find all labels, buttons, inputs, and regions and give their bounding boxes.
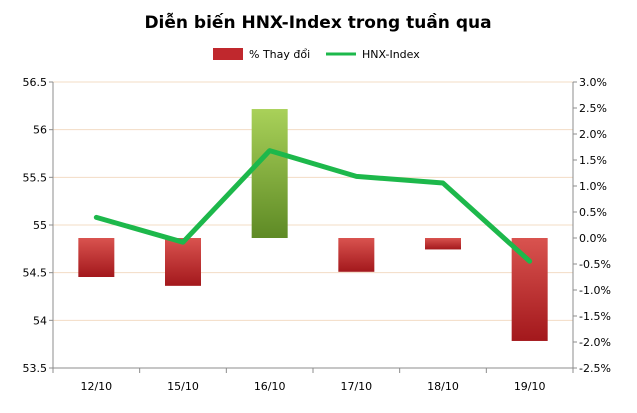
right-tick-label: 0.0% xyxy=(579,232,607,245)
bar xyxy=(78,238,115,277)
legend: % Thay đổi HNX-Index xyxy=(213,48,420,61)
bar xyxy=(511,238,548,341)
right-tick-label: -2.0% xyxy=(579,336,611,349)
legend-label-line: HNX-Index xyxy=(362,48,420,61)
x-tick-label: 17/10 xyxy=(340,380,372,393)
right-tick-label: 0.5% xyxy=(579,206,607,219)
bar xyxy=(165,238,201,286)
left-tick-label: 56.5 xyxy=(23,76,48,89)
right-tick-label: 2.5% xyxy=(579,102,607,115)
line-series xyxy=(93,148,533,264)
x-tick-label: 16/10 xyxy=(254,380,286,393)
right-tick-label: 3.0% xyxy=(579,76,607,89)
right-tick-label: -1.5% xyxy=(579,310,611,323)
legend-swatch-bar xyxy=(213,48,243,60)
x-tick-label: 12/10 xyxy=(80,380,112,393)
chart-title: Diễn biến HNX-Index trong tuần qua xyxy=(144,11,491,33)
right-tick-label: -1.0% xyxy=(579,284,611,297)
left-tick-label: 55.5 xyxy=(23,171,48,184)
left-tick-label: 54 xyxy=(33,314,47,327)
right-tick-label: 2.0% xyxy=(579,128,607,141)
left-tick-label: 55 xyxy=(33,219,47,232)
x-tick-label: 19/10 xyxy=(514,380,546,393)
axes: 53.5 54 54.5 55 55.5 56 56.5 -2.5% -2.0% -1.5% -1.… xyxy=(23,76,611,393)
x-tick-label: 15/10 xyxy=(167,380,199,393)
left-tick-label: 53.5 xyxy=(23,362,48,375)
left-tick-label: 54.5 xyxy=(23,267,48,280)
bar xyxy=(338,238,375,272)
legend-label-bar: % Thay đổi xyxy=(249,48,310,61)
bar xyxy=(425,238,461,250)
right-tick-label: -0.5% xyxy=(579,258,611,271)
gridlines xyxy=(53,81,573,321)
right-tick-label: 1.5% xyxy=(579,154,607,167)
right-tick-label: -2.5% xyxy=(579,362,611,375)
right-tick-label: 1.0% xyxy=(579,180,607,193)
bar-series xyxy=(78,109,548,341)
series-line-hnx-index xyxy=(93,148,533,264)
left-tick-label: 56 xyxy=(33,124,47,137)
bar xyxy=(251,109,288,238)
x-tick-label: 18/10 xyxy=(427,380,459,393)
